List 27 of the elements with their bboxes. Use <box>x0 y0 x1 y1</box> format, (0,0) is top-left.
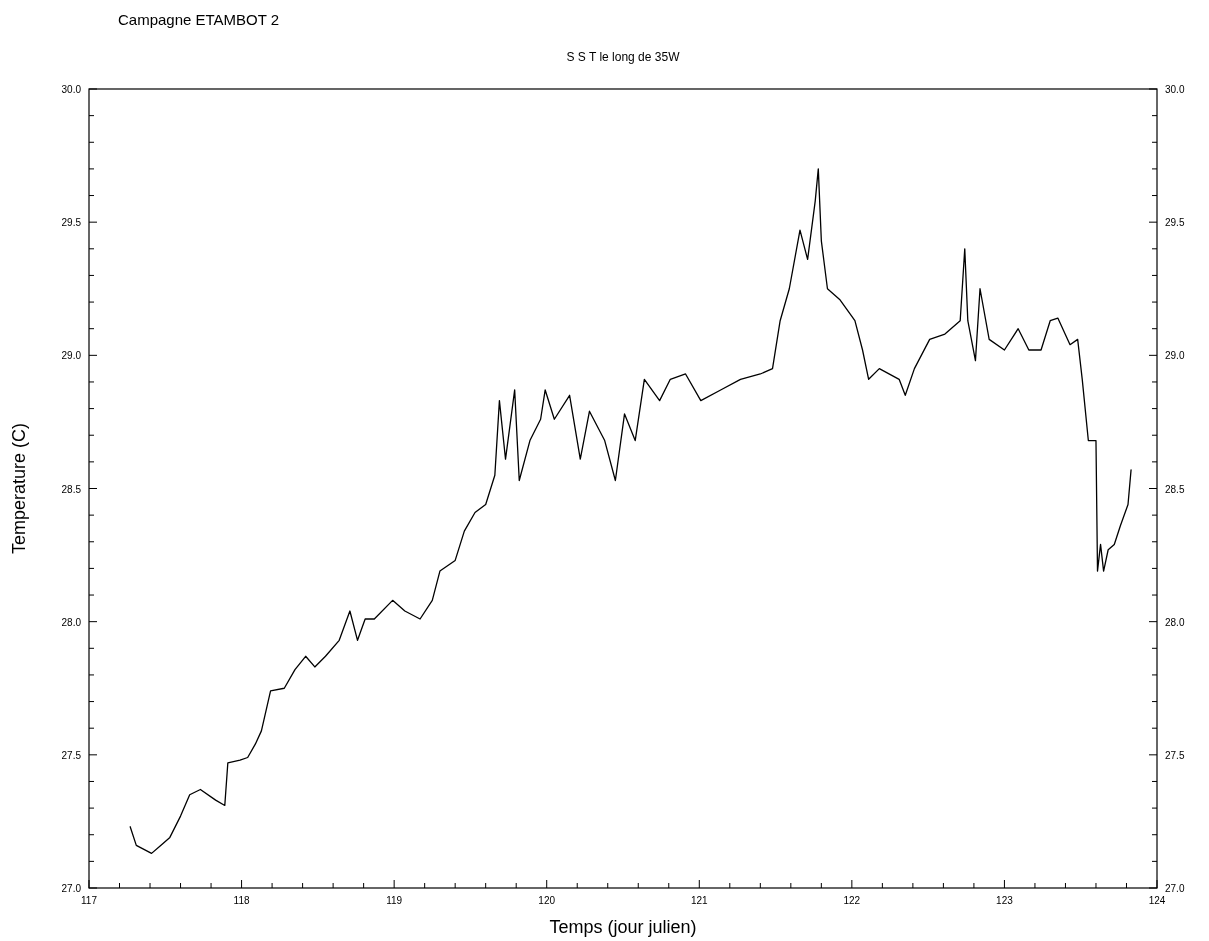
x-tick-label: 122 <box>843 895 861 906</box>
y-tick-label: 29.5 <box>61 217 82 229</box>
y-tick-label: 28.5 <box>61 483 82 495</box>
x-tick-label: 118 <box>233 895 250 906</box>
y-tick-label: 29.0 <box>61 350 82 362</box>
chart-title: Campagne ETAMBOT 2 <box>118 11 280 28</box>
x-tick-label: 120 <box>538 895 556 906</box>
x-tick-label: 119 <box>386 895 403 906</box>
y-tick-label: 28.0 <box>61 616 82 628</box>
x-tick-label: 124 <box>1148 895 1166 906</box>
y2-tick-label: 28.0 <box>1165 616 1185 628</box>
chart-subtitle: S S T le long de 35W <box>566 50 681 64</box>
y2-tick-label: 30.0 <box>1165 84 1185 95</box>
y2-tick-label: 27.5 <box>1165 749 1185 761</box>
y2-tick-label: 29.0 <box>1165 350 1185 362</box>
y-tick-label: 30.0 <box>61 84 82 95</box>
x-tick-label: 117 <box>81 895 98 906</box>
y2-tick-label: 29.5 <box>1165 217 1185 229</box>
y-axis-title: Temperature (C) <box>9 422 29 555</box>
x-tick-label: 121 <box>690 895 709 906</box>
x-axis-title: Temps (jour julien) <box>549 917 697 937</box>
y-tick-label: 27.0 <box>61 883 82 894</box>
y-tick-label: 27.5 <box>61 749 82 761</box>
y2-tick-label: 28.5 <box>1165 483 1185 495</box>
y2-tick-label: 27.0 <box>1165 883 1185 894</box>
x-tick-label: 123 <box>996 895 1014 906</box>
line-series <box>129 168 1132 855</box>
